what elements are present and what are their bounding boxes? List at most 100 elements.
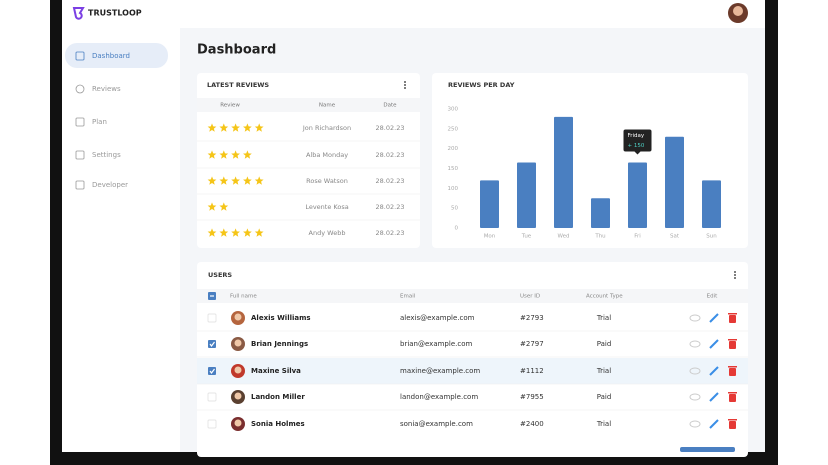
x-tick-label: Fri: [634, 234, 641, 240]
delete-icon[interactable]: [729, 368, 736, 376]
column-header: Account Type: [586, 294, 623, 300]
user-avatar-face: [234, 339, 242, 347]
account-type: Trial: [596, 314, 611, 322]
star: [231, 176, 240, 185]
delete-icon[interactable]: [729, 341, 736, 349]
nav-hit[interactable]: [65, 143, 168, 167]
footer-button[interactable]: [680, 447, 735, 452]
star: [254, 123, 264, 132]
edit-icon[interactable]: [709, 392, 719, 402]
nav-item: Plan: [92, 118, 107, 126]
star: [219, 123, 229, 132]
row-checkbox[interactable]: [207, 313, 217, 323]
user-id: #2797: [520, 340, 544, 348]
users-header-row: [197, 289, 748, 303]
more-menu[interactable]: [734, 271, 736, 279]
edit-icon[interactable]: [709, 313, 719, 323]
edit-icon[interactable]: [709, 419, 719, 429]
column-header: Name: [319, 103, 336, 109]
nav-hit[interactable]: [65, 44, 168, 68]
tooltip: [623, 129, 652, 152]
reviews-card: [197, 73, 420, 248]
edit-icon[interactable]: [709, 339, 719, 349]
y-tick-label: 100: [448, 186, 459, 192]
user-id: #7955: [520, 393, 544, 401]
row-checkbox[interactable]: [208, 367, 216, 375]
star: [243, 228, 252, 237]
user-email: maxine@example.com: [400, 367, 480, 375]
column-header: Email: [400, 294, 416, 300]
nav-item: Dashboard: [92, 52, 130, 60]
user-name: Landon Miller: [251, 393, 305, 401]
x-tick-label: Sat: [670, 234, 680, 240]
card-title: USERS: [208, 271, 232, 279]
nav-hit[interactable]: [65, 77, 168, 101]
reviewer-name: Alba Monday: [306, 151, 348, 159]
user-email: sonia@example.com: [400, 420, 473, 428]
edit-icon[interactable]: [709, 366, 719, 376]
star: [207, 176, 217, 185]
user-id: #1112: [520, 367, 544, 375]
frame-right: [765, 0, 778, 465]
user-email: landon@example.com: [400, 393, 478, 401]
profile-avatar-face: [733, 6, 743, 16]
user-avatar-face: [234, 313, 242, 321]
nav-item: Settings: [92, 151, 121, 159]
nav-item: Reviews: [92, 85, 121, 93]
sidebar: [62, 28, 180, 452]
user-avatar-face: [234, 419, 242, 427]
review-date: 28.02.23: [376, 151, 405, 159]
view-icon[interactable]: [689, 367, 701, 375]
x-tick-label: Sun: [706, 234, 717, 240]
delete-icon-lid: [728, 419, 737, 421]
star: [219, 176, 229, 185]
x-tick-label: Mon: [484, 234, 496, 240]
view-icon[interactable]: [689, 314, 701, 322]
tooltip-title: Friday: [628, 133, 645, 139]
more-menu[interactable]: [404, 81, 406, 89]
delete-icon-lid: [728, 339, 737, 341]
x-tick-label: Tue: [521, 234, 532, 240]
user-id: #2793: [520, 314, 544, 322]
nav-icon: [75, 117, 85, 127]
star: [219, 202, 229, 211]
nav-item: Developer: [92, 181, 128, 189]
delete-icon[interactable]: [729, 315, 736, 323]
bar[interactable]: [665, 136, 684, 228]
row-checkbox[interactable]: [207, 419, 217, 429]
y-tick-label: 0: [455, 226, 459, 232]
delete-icon[interactable]: [729, 421, 736, 429]
checkmark: [209, 341, 215, 347]
user-id: #2400: [520, 420, 544, 428]
row-checkbox[interactable]: [207, 392, 217, 402]
bar[interactable]: [480, 180, 499, 228]
star: [231, 150, 240, 159]
bar[interactable]: [628, 162, 647, 228]
bar[interactable]: [517, 162, 536, 228]
review-date: 28.02.23: [376, 229, 405, 237]
nav-hit[interactable]: [65, 110, 168, 134]
x-tick-label: Thu: [594, 234, 605, 240]
star: [207, 123, 217, 132]
logo: [72, 7, 85, 20]
star: [231, 228, 240, 237]
reviewer-name: Andy Webb: [309, 229, 346, 237]
delete-icon[interactable]: [729, 394, 736, 402]
column-header: Edit: [707, 294, 718, 300]
view-icon[interactable]: [689, 340, 701, 348]
view-icon[interactable]: [689, 393, 701, 401]
row-checkbox[interactable]: [208, 340, 216, 348]
bar[interactable]: [702, 180, 721, 228]
bar[interactable]: [554, 116, 573, 228]
bar[interactable]: [591, 198, 610, 228]
star: [207, 202, 217, 211]
view-icon[interactable]: [689, 420, 701, 428]
brand: TRUSTLOOP: [88, 9, 142, 18]
reviewer-name: Jon Richardson: [302, 124, 351, 132]
column-header: Date: [383, 103, 397, 109]
column-header: Full name: [230, 294, 257, 300]
nav-hit[interactable]: [65, 173, 168, 197]
card-title: REVIEWS PER DAY: [448, 81, 515, 89]
star: [207, 228, 217, 237]
